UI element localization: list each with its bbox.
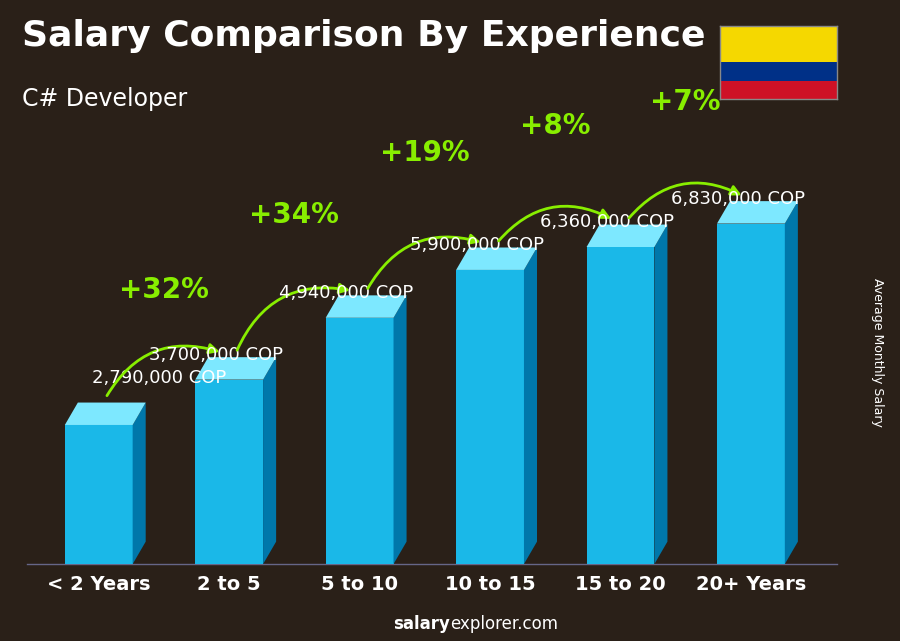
Text: 4,940,000 COP: 4,940,000 COP	[279, 284, 414, 302]
FancyBboxPatch shape	[456, 270, 524, 564]
Polygon shape	[263, 357, 276, 564]
FancyBboxPatch shape	[587, 247, 654, 564]
Text: 6,830,000 COP: 6,830,000 COP	[670, 190, 805, 208]
Bar	[720, 81, 837, 99]
Polygon shape	[195, 357, 276, 379]
FancyBboxPatch shape	[195, 379, 263, 564]
Text: explorer.com: explorer.com	[450, 615, 558, 633]
Text: 5,900,000 COP: 5,900,000 COP	[410, 237, 544, 254]
Polygon shape	[587, 224, 668, 247]
Bar	[720, 62, 837, 81]
Bar	[720, 26, 837, 62]
Text: +32%: +32%	[119, 276, 209, 304]
Polygon shape	[326, 296, 407, 318]
Text: 6,360,000 COP: 6,360,000 COP	[540, 213, 674, 231]
Polygon shape	[524, 247, 537, 564]
Text: 2,790,000 COP: 2,790,000 COP	[92, 369, 227, 387]
Polygon shape	[717, 201, 798, 224]
Text: +7%: +7%	[651, 88, 721, 117]
Polygon shape	[785, 201, 798, 564]
Polygon shape	[654, 224, 668, 564]
Text: +34%: +34%	[249, 201, 339, 229]
Text: Salary Comparison By Experience: Salary Comparison By Experience	[22, 19, 706, 53]
Text: +19%: +19%	[380, 139, 470, 167]
Text: +8%: +8%	[520, 112, 590, 140]
FancyBboxPatch shape	[65, 425, 132, 564]
Text: C# Developer: C# Developer	[22, 87, 188, 110]
Text: 3,700,000 COP: 3,700,000 COP	[149, 346, 284, 364]
Polygon shape	[65, 403, 146, 425]
Text: Average Monthly Salary: Average Monthly Salary	[871, 278, 884, 427]
Polygon shape	[393, 296, 407, 564]
FancyBboxPatch shape	[717, 224, 785, 564]
Polygon shape	[132, 403, 146, 564]
Polygon shape	[456, 247, 537, 270]
Text: salary: salary	[393, 615, 450, 633]
FancyBboxPatch shape	[326, 318, 393, 564]
